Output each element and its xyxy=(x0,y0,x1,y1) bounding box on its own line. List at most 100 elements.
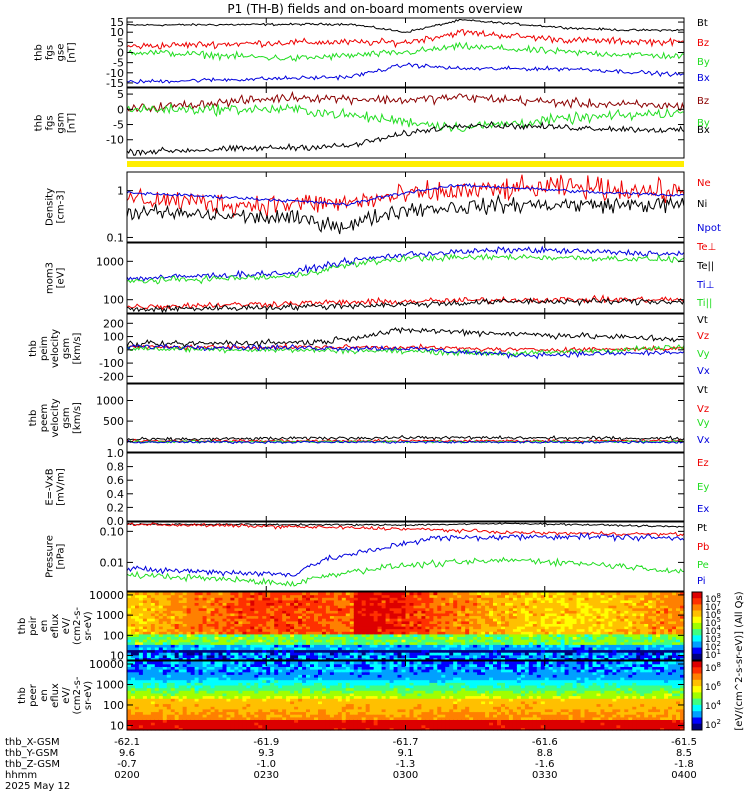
spectrogram-cell xyxy=(234,679,239,683)
spectrogram-cell xyxy=(234,620,239,624)
spectrogram-cell xyxy=(676,631,681,635)
y-tick-label: 0.01 xyxy=(100,556,125,569)
spectrogram-cell xyxy=(588,652,594,656)
spectrogram-cell xyxy=(242,623,247,627)
spectrogram-cell xyxy=(532,615,538,619)
spectrogram-cell xyxy=(162,641,168,645)
spectrogram-cell xyxy=(270,682,275,686)
spectrogram-cell xyxy=(246,610,251,614)
spectrogram-cell xyxy=(640,652,645,656)
spectrogram-cell xyxy=(497,592,502,596)
spectrogram-cell xyxy=(135,679,140,683)
spectrogram-cell xyxy=(230,594,235,598)
spectrogram-cell xyxy=(190,644,196,648)
spectrogram-cell xyxy=(250,594,255,598)
spectrogram-cell xyxy=(282,597,287,601)
spectrogram-cell xyxy=(373,599,379,603)
spectrogram-cell xyxy=(660,657,665,661)
spectrogram-cell xyxy=(337,641,343,645)
spectrogram-cell xyxy=(393,641,399,645)
spectrogram-cell xyxy=(536,626,542,630)
spectrogram-cell xyxy=(588,631,594,635)
spectrogram-cell xyxy=(373,652,379,656)
spectrogram-cell xyxy=(477,626,482,630)
spectrogram-cell xyxy=(564,633,570,637)
spectrogram-cell xyxy=(182,636,188,640)
spectrogram-cell xyxy=(182,612,188,617)
spectrogram-cell xyxy=(357,605,363,609)
spectrogram-cell xyxy=(178,597,184,601)
spectrogram-cell xyxy=(672,612,677,617)
spectrogram-cell xyxy=(465,652,470,656)
spectrogram-cell xyxy=(429,641,434,645)
spectrogram-cell xyxy=(552,623,558,627)
spectrogram-cell xyxy=(353,649,359,653)
spectrogram-cell xyxy=(652,602,657,606)
spectrogram-cell xyxy=(524,623,530,627)
spectrogram-cell xyxy=(266,690,271,694)
spectrogram-cell xyxy=(154,610,160,614)
spectrogram-cell xyxy=(278,620,283,624)
spectrogram-cell xyxy=(135,666,140,670)
y-axis-label: en xyxy=(39,620,50,633)
spectrogram-cell xyxy=(246,671,251,675)
spectrogram-cell xyxy=(620,615,625,619)
spectrogram-cell xyxy=(572,618,578,622)
spectrogram-cell xyxy=(361,646,367,651)
spectrogram-cell xyxy=(437,646,442,651)
spectrogram-cell xyxy=(262,719,267,723)
spectrogram-cell xyxy=(218,682,224,686)
spectrogram-cell xyxy=(616,631,621,635)
spectrogram-cell xyxy=(532,654,538,658)
spectrogram-cell xyxy=(612,639,617,643)
spectrogram-cell xyxy=(127,628,132,632)
spectrogram-cell xyxy=(266,727,271,731)
spectrogram-cell xyxy=(361,602,367,606)
spectrogram-cell xyxy=(580,599,586,603)
spectrogram-cell xyxy=(294,610,299,614)
spectrogram-cell xyxy=(162,676,168,681)
spectrogram-cell xyxy=(397,602,403,606)
spectrogram-cell xyxy=(652,639,657,643)
series-line-Vx xyxy=(126,439,685,445)
spectrogram-cell xyxy=(262,671,267,675)
spectrogram-cell xyxy=(628,597,633,601)
spectrogram-cell xyxy=(166,674,172,678)
spectrogram-cell xyxy=(290,636,295,640)
legend-Te⊥: Te⊥ xyxy=(696,242,716,253)
spectrogram-cell xyxy=(373,610,379,614)
spectrogram-cell xyxy=(664,636,669,640)
spectrogram-cell xyxy=(262,633,267,637)
spectrogram-cell xyxy=(552,599,558,603)
spectrogram-cell xyxy=(469,652,474,656)
spectrogram-cell xyxy=(174,607,180,611)
spectrogram-cell xyxy=(516,605,522,609)
spectrogram-cell xyxy=(182,646,188,651)
spectrogram-cell xyxy=(254,639,259,643)
spectrogram-cell xyxy=(664,618,669,622)
spectrogram-cell xyxy=(270,698,275,702)
spectrogram-cell xyxy=(322,652,327,656)
spectrogram-cell xyxy=(648,636,653,640)
spectrogram-cell xyxy=(453,607,458,611)
spectrogram-cell xyxy=(385,615,391,619)
spectrogram-cell xyxy=(250,676,255,681)
spectrogram-cell xyxy=(381,633,387,637)
spectrogram-cell xyxy=(616,594,621,598)
spectrogram-cell xyxy=(449,631,454,635)
spectrogram-cell xyxy=(131,676,136,681)
spectrogram-cell xyxy=(206,661,212,665)
spectrogram-cell xyxy=(290,633,295,637)
spectrogram-cell xyxy=(596,615,602,619)
spectrogram-cell xyxy=(624,641,629,645)
spectrogram-cell xyxy=(656,636,661,640)
spectrogram-cell xyxy=(325,610,331,614)
panel-frame xyxy=(126,452,685,522)
spectrogram-cell xyxy=(278,698,283,702)
spectrogram-cell xyxy=(266,663,271,667)
spectrogram-cell xyxy=(158,700,164,705)
spectrogram-cell xyxy=(274,724,279,728)
spectrogram-cell xyxy=(286,714,291,718)
spectrogram-cell xyxy=(226,727,232,731)
spectrogram-cell xyxy=(548,639,554,643)
